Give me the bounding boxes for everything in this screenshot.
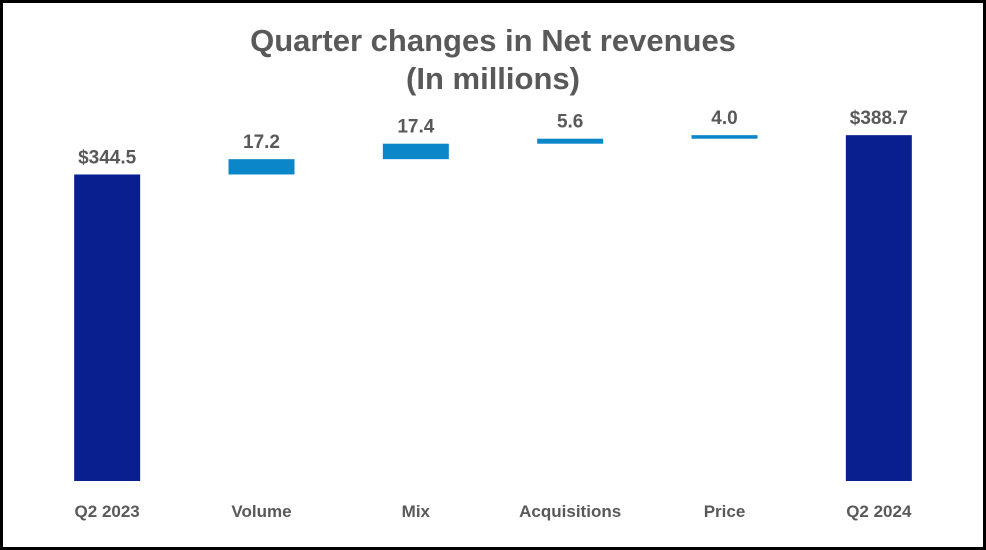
data-label: 5.6 xyxy=(557,112,583,133)
category-label: Volume xyxy=(231,502,291,521)
category-label: Q2 2024 xyxy=(846,502,912,521)
bar-q2-2023 xyxy=(74,174,141,481)
data-label: $388.7 xyxy=(850,108,908,129)
chart-title-line-2: (In millions) xyxy=(406,61,580,96)
bar-price xyxy=(691,135,758,139)
chart-title: Quarter changes in Net revenues (In mill… xyxy=(0,22,986,98)
category-label: Mix xyxy=(402,502,431,521)
bar-q2-2024 xyxy=(845,135,912,481)
bar-acquisitions xyxy=(537,138,604,144)
data-label: $344.5 xyxy=(78,147,137,168)
data-label: 4.0 xyxy=(711,108,737,129)
category-label: Price xyxy=(704,502,746,521)
category-label: Acquisitions xyxy=(519,502,621,521)
bar-volume xyxy=(228,159,295,175)
data-label: 17.4 xyxy=(397,117,434,138)
chart-title-line-1: Quarter changes in Net revenues xyxy=(250,23,736,58)
data-label: 17.2 xyxy=(243,132,280,153)
bar-mix xyxy=(382,143,449,160)
category-label: Q2 2023 xyxy=(75,502,140,521)
